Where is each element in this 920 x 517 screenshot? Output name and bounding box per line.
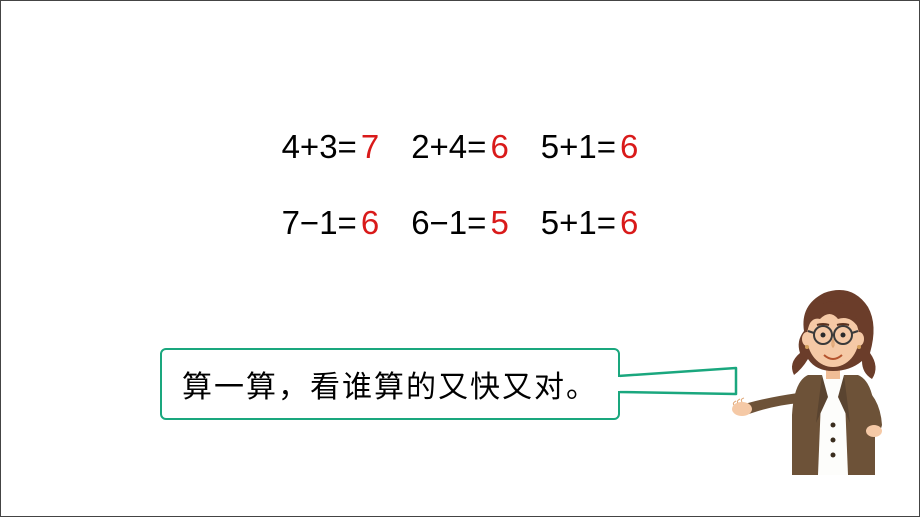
speech-text: 算一算，看谁算的又快又对。 — [160, 348, 620, 420]
equation-cell: 5+1= 6 — [541, 128, 639, 166]
equation-cell: 4+3= 7 — [282, 128, 380, 166]
equation-answer: 6 — [620, 204, 638, 242]
equations-block: 4+3= 7 2+4= 6 5+1= 6 7−1= 6 6−1= 5 5+1= … — [0, 128, 920, 242]
teacher-illustration — [730, 275, 900, 475]
equation-answer: 6 — [620, 128, 638, 166]
equation-answer: 6 — [490, 128, 508, 166]
equation-expression: 4+3= — [282, 128, 357, 166]
equation-row: 4+3= 7 2+4= 6 5+1= 6 — [282, 128, 639, 166]
speech-bubble: 算一算，看谁算的又快又对。 — [160, 348, 620, 420]
equation-expression: 7−1= — [282, 204, 357, 242]
equation-cell: 6−1= 5 — [411, 204, 509, 242]
equation-expression: 2+4= — [411, 128, 486, 166]
equation-answer: 5 — [490, 204, 508, 242]
equation-expression: 6−1= — [411, 204, 486, 242]
equation-cell: 5+1= 6 — [541, 204, 639, 242]
equation-answer: 7 — [361, 128, 379, 166]
equation-cell: 2+4= 6 — [411, 128, 509, 166]
equation-expression: 5+1= — [541, 204, 616, 242]
equation-cell: 7−1= 6 — [282, 204, 380, 242]
equation-expression: 5+1= — [541, 128, 616, 166]
equation-row: 7−1= 6 6−1= 5 5+1= 6 — [282, 204, 639, 242]
equation-answer: 6 — [361, 204, 379, 242]
